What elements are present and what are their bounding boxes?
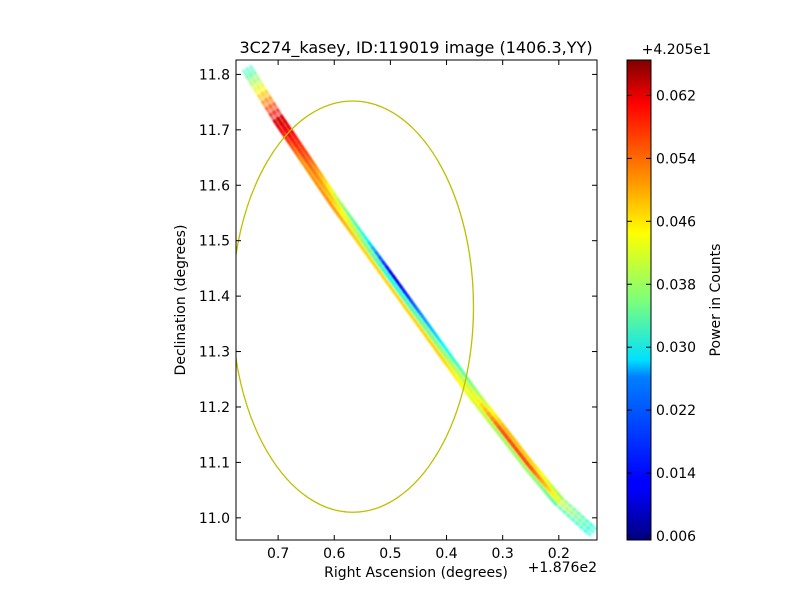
x-tick-label: 0.6 [323,546,345,562]
x-axis-offset: +1.876e2 [528,560,597,576]
colorbar-tick-label: 0.006 [656,529,696,545]
x-tick-label: 0.4 [435,546,457,562]
colorbar-label: Power in Counts [708,244,724,357]
colorbar-tick-label: 0.030 [656,340,696,356]
x-tick-label: 0.3 [492,546,514,562]
colorbar: 0.006 0.014 0.022 0.030 0.038 0.046 0.054 0.062… [626,42,724,545]
y-tick-label: 11.3 [199,345,230,361]
x-tick-label: 0.7 [267,546,289,562]
plot-area: 0.7 0.6 0.5 0.4 0.3 0.2 11.011.111.211.311.41… [199,59,598,562]
colorbar-tick-label: 0.054 [656,151,696,167]
chart-title: 3C274_kasey, ID:119019 image (1406.3,YY) [239,38,592,58]
y-tick-label: 11.6 [199,178,230,194]
colorbar-tick-label: 0.046 [656,214,696,230]
x-axis-title: Right Ascension (degrees) [324,565,508,581]
strip-segment [586,525,595,534]
y-tick-label: 11.7 [199,123,230,139]
y-axis-title: Declination (degrees) [173,225,189,376]
y-tick-label: 11.4 [199,289,230,305]
colorbar-tick-label: 0.014 [656,466,696,482]
y-tick-label: 11.1 [199,455,230,471]
colorbar-ticks: 0.006 0.014 0.022 0.030 0.038 0.046 0.054 0.062 [627,88,696,545]
colorbar-tick-label: 0.022 [656,403,696,419]
strip-segment [589,523,597,531]
y-tick-label: 11.0 [199,511,230,527]
x-axis-ticks: 0.7 0.6 0.5 0.4 0.3 0.2 [267,60,570,562]
y-axis-ticks: 11.0 11.1 11.2 11.3 11.4 11.5 11.6 11.7 11.8 [199,67,597,527]
plot-frame [235,59,598,541]
colorbar-tick-label: 0.062 [656,88,696,104]
y-tick-label: 11.8 [199,67,230,83]
y-tick-label: 11.5 [199,234,230,250]
emission-strip [241,64,597,537]
colorbar-gradient [626,59,652,541]
x-tick-label: 0.5 [379,546,401,562]
colorbar-tick-label: 0.038 [656,277,696,293]
colorbar-offset: +4.205e1 [642,42,711,58]
beam-circle [236,100,475,513]
x-tick-label: 0.2 [548,546,570,562]
y-tick-label: 11.2 [199,400,230,416]
strip-segment [583,529,592,537]
